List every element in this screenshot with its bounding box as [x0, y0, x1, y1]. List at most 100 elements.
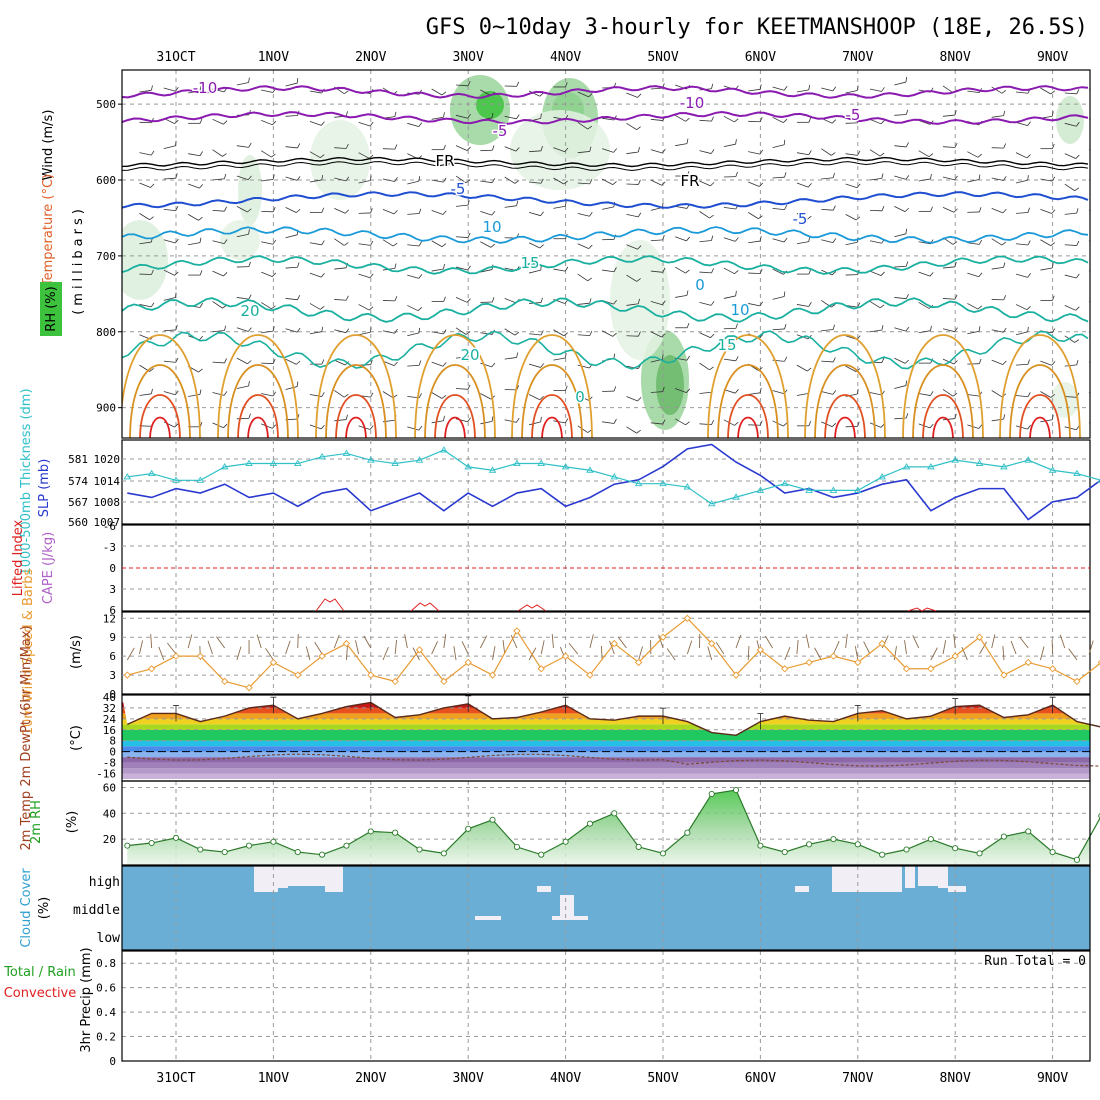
wind-barb: [967, 179, 980, 183]
wind10-barb: [1059, 634, 1066, 649]
wind10-barb: [479, 635, 488, 649]
surface-isotherm: [717, 364, 779, 438]
rh2m-marker: [148, 839, 155, 847]
wind-barb: [528, 421, 541, 426]
wind-barb-feather: [491, 297, 495, 303]
ylabel-wind: Wind (m/s): [41, 110, 56, 181]
wind-barb: [675, 294, 688, 298]
wind-barb: [188, 153, 201, 157]
wind10-barb: [187, 634, 193, 649]
wind-barb: [358, 273, 371, 279]
wind-barb-feather: [759, 420, 763, 426]
wind10-barb: [167, 642, 177, 655]
wind-barb: [821, 360, 834, 363]
wind-barb-feather: [443, 144, 446, 150]
wind-barb: [309, 120, 322, 126]
wind-barb: [650, 422, 663, 425]
date-label-top: 3NOV: [453, 50, 484, 65]
wind-barb: [285, 234, 298, 239]
wind-barb: [699, 180, 711, 187]
wind-barb: [1040, 208, 1052, 214]
wind-barb-feather: [734, 389, 739, 394]
wind10-barb: [363, 635, 372, 649]
rh2m-marker: [927, 836, 934, 843]
wind-barb-feather: [516, 200, 519, 206]
wind-barb: [504, 146, 517, 152]
date-label-top: 7NOV: [842, 50, 873, 65]
wind-barb: [723, 143, 736, 148]
wind-barb: [285, 358, 297, 365]
wind-barb-feather: [394, 177, 398, 182]
surface-isotherm: [149, 416, 171, 438]
wind-speed-marker: [196, 652, 204, 660]
wind-barb-feather: [735, 356, 739, 361]
cloud-gap: [905, 866, 915, 888]
wind10-barb: [617, 636, 627, 649]
wind-barb-feather: [954, 261, 957, 267]
wind-barb: [163, 421, 175, 428]
wind-barb: [407, 305, 419, 312]
wind-barb: [918, 330, 931, 334]
wind-barb-feather: [1026, 154, 1031, 159]
wind-barb-feather: [516, 114, 520, 120]
surface-isotherm: [122, 334, 201, 438]
wind-barb: [139, 241, 152, 245]
ylabel-wind10-unit: (m/s): [69, 635, 84, 669]
isotherm-line: [122, 156, 1089, 168]
wind-barb-feather: [343, 242, 349, 246]
wind-barb: [358, 243, 371, 246]
wind-barb: [358, 304, 370, 311]
temp-tick: 24: [103, 713, 117, 726]
wind-barb-feather: [759, 182, 764, 187]
wind-barb-feather: [808, 150, 812, 155]
wind-barb: [285, 176, 298, 181]
wind-speed-marker: [415, 646, 424, 654]
wind-barb-feather: [394, 111, 397, 117]
wind-barb: [163, 329, 176, 332]
date-axis-bottom: 31OCT 1NOV 2NOV 3NOV 4NOV 5NOV 6NOV 7NOV 8NOV 9NO…: [156, 1071, 1068, 1086]
wind-speed-marker: [269, 658, 278, 667]
thickness-marker: [732, 493, 740, 500]
wind-speed-marker: [732, 671, 740, 679]
surface-isotherm: [139, 394, 181, 438]
wind10-barb: [285, 640, 291, 655]
wind-barb: [431, 209, 444, 215]
wind-barb: [309, 303, 321, 310]
wind10-barb: [333, 634, 340, 649]
wind-barb-feather: [441, 243, 447, 248]
wind-barb-feather: [175, 357, 179, 363]
wind-barb-feather: [808, 269, 812, 275]
thickness-marker: [780, 479, 789, 487]
wind-barb: [455, 204, 469, 207]
wind-barb-feather: [857, 302, 861, 308]
wind-barb-feather: [832, 357, 836, 363]
wind-barb-feather: [491, 145, 495, 151]
wind10-barb: [492, 646, 496, 661]
wind-barb: [772, 238, 785, 243]
wind-barb: [894, 357, 906, 364]
wind-barb: [407, 180, 420, 185]
surface-isotherm: [434, 394, 476, 438]
thickness-marker: [464, 463, 472, 470]
wind-speed-marker: [756, 646, 765, 654]
wind-barb: [309, 179, 322, 183]
ylabel-temp2m-unit: (°C): [69, 725, 84, 751]
date-label-bottom: 2NOV: [355, 1071, 386, 1086]
wind10-barb: [431, 641, 438, 655]
wind-barb-feather: [978, 207, 982, 213]
wind-barb-feather: [808, 236, 811, 242]
slp-axis: 581 1020 574 1014 567 1008 560 1007: [68, 453, 120, 529]
wind-barb: [991, 390, 1003, 398]
temp-band: [122, 751, 1090, 758]
wind-barb-feather: [418, 274, 423, 279]
wind-barb-feather: [711, 235, 714, 241]
wind-barb: [1064, 183, 1075, 192]
wind-barb: [772, 328, 785, 331]
wind-barb-feather: [589, 211, 593, 217]
wind-barb: [602, 206, 614, 210]
wind-barb: [1016, 395, 1029, 398]
wind-barb-feather: [1027, 240, 1031, 246]
wind-barb-feather: [856, 183, 861, 188]
thickness-marker: [318, 452, 326, 460]
cloud-level-middle: middle: [73, 903, 120, 918]
